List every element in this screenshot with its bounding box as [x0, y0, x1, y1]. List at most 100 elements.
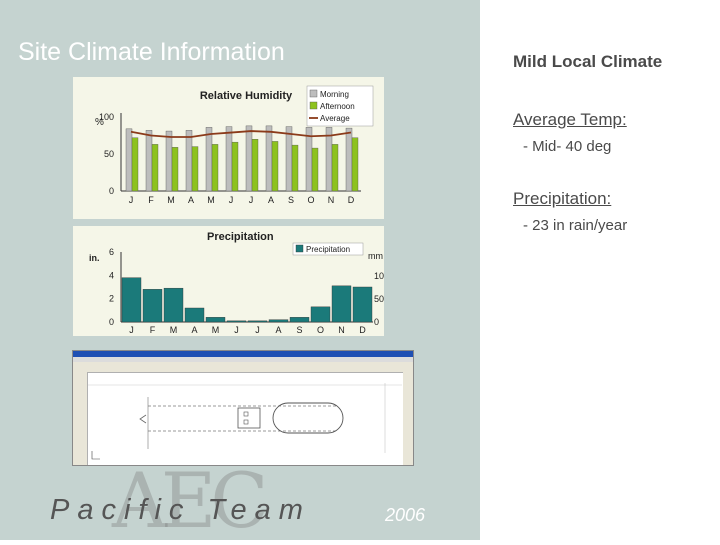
humidity-y-tick-label: 50 [104, 149, 114, 159]
precipitation-legend-frame [292, 242, 364, 256]
humidity-bar-morning [165, 130, 173, 192]
humidity-bar-afternoon [291, 144, 299, 192]
precipitation-legend: Precipitation [292, 242, 364, 256]
precipitation-x-tick-label: M [212, 325, 220, 335]
precipitation-y2-axis-label: mm [368, 251, 383, 261]
precipitation-value: - 23 in rain/year [523, 217, 628, 234]
cad-right-toolbar [403, 372, 413, 465]
humidity-bar-afternoon [351, 137, 359, 192]
humidity-bar-afternoon [251, 139, 259, 192]
right-panel [480, 0, 720, 540]
precipitation-bar [331, 285, 352, 323]
cad-menubar [73, 357, 413, 362]
precipitation-x-tick-label: J [234, 325, 239, 335]
precipitation-bar [226, 320, 247, 323]
humidity-x-tick-label: N [328, 195, 335, 205]
precipitation-x-tick-label: A [275, 325, 281, 335]
humidity-x-tick-label: J [229, 195, 234, 205]
precipitation-y-tick-label: 0 [109, 317, 114, 327]
humidity-bar-morning [145, 130, 153, 192]
humidity-bar-morning [345, 127, 353, 192]
precipitation-x-tick-label: N [338, 325, 345, 335]
humidity-x-tick-label: J [129, 195, 134, 205]
precipitation-x-tick-label: J [255, 325, 260, 335]
team-name: Pacific Team [50, 494, 311, 526]
humidity-chart-panel: Relative Humidity % Morning Afternoon Aver… [73, 77, 384, 219]
humidity-bar-afternoon [211, 144, 219, 192]
precipitation-x-tick-label: A [191, 325, 197, 335]
precipitation-y2-tick-label: 100 [374, 271, 384, 281]
precipitation-legend-label: Precipitation [306, 245, 350, 254]
precipitation-x-tick-label: S [296, 325, 302, 335]
precipitation-chart-panel: Precipitation in. mm Precipitation 0 2 4 6 0… [73, 226, 384, 336]
humidity-y-tick-label: 100 [99, 112, 114, 122]
climate-heading: Mild Local Climate [513, 52, 663, 71]
precipitation-bar [163, 287, 184, 323]
humidity-legend-frame [306, 85, 374, 127]
precipitation-chart-title: Precipitation [207, 231, 274, 243]
humidity-bar-afternoon [131, 137, 139, 192]
humidity-legend-label: Average [320, 114, 350, 123]
humidity-x-tick-label: F [148, 195, 154, 205]
humidity-bar-afternoon [331, 144, 339, 192]
humidity-x-tick-label: J [249, 195, 254, 205]
precipitation-label: Precipitation: [513, 189, 612, 208]
average-temp-value: - Mid- 40 deg [523, 138, 612, 155]
precipitation-bar [121, 277, 142, 323]
precipitation-bar [184, 307, 205, 323]
cad-drawing-canvas [88, 373, 402, 461]
precipitation-bar [205, 317, 226, 323]
humidity-legend-label: Morning [320, 90, 349, 99]
humidity-x-tick-label: O [307, 195, 314, 205]
humidity-bar-morning [205, 127, 213, 192]
precipitation-bar [352, 286, 373, 323]
precipitation-x-tick-label: F [150, 325, 156, 335]
precipitation-y2-tick-label: 0 [374, 317, 379, 327]
cad-screenshot [72, 350, 414, 466]
precipitation-x-tick-label: O [317, 325, 324, 335]
humidity-x-tick-label: A [188, 195, 194, 205]
precipitation-y-axis-label: in. [89, 253, 100, 263]
precipitation-y-tick-label: 2 [109, 294, 114, 304]
humidity-bar-afternoon [271, 141, 279, 192]
precipitation-bar [142, 289, 163, 323]
humidity-x-tick-label: A [268, 195, 274, 205]
humidity-legend: Morning Afternoon Average [306, 85, 374, 127]
cad-left-toolbar [73, 372, 88, 465]
humidity-bar-morning [265, 125, 273, 192]
humidity-bar-afternoon [191, 146, 199, 192]
humidity-legend-swatch [309, 101, 318, 110]
humidity-x-tick-label: M [167, 195, 175, 205]
average-temp-label: Average Temp: [513, 110, 627, 129]
humidity-x-tick-label: M [207, 195, 215, 205]
precipitation-y2-tick-label: 50 [374, 294, 384, 304]
humidity-chart-title: Relative Humidity [200, 90, 293, 102]
humidity-y-axis-label: % [95, 117, 104, 128]
humidity-bar-afternoon [231, 141, 239, 192]
humidity-bar-morning [245, 125, 253, 192]
precipitation-bar [289, 317, 310, 323]
precipitation-y-tick-label: 6 [109, 247, 114, 257]
humidity-bar-afternoon [171, 147, 179, 192]
humidity-average-line [130, 130, 352, 138]
humidity-bar-morning [285, 126, 293, 192]
humidity-y-tick-label: 0 [109, 186, 114, 196]
humidity-legend-swatch [309, 89, 318, 98]
humidity-chart: Relative Humidity % Morning Afternoon Aver… [95, 85, 374, 205]
precipitation-x-tick-label: D [359, 325, 366, 335]
humidity-x-tick-label: D [348, 195, 355, 205]
humidity-legend-label: Afternoon [320, 102, 355, 111]
precipitation-legend-swatch [295, 244, 304, 253]
humidity-bar-morning [225, 126, 233, 192]
precipitation-x-tick-label: J [129, 325, 134, 335]
humidity-bar-morning [325, 127, 333, 192]
precipitation-x-tick-label: M [170, 325, 178, 335]
precipitation-bar [247, 320, 268, 323]
precipitation-y-tick-label: 4 [109, 270, 114, 280]
precipitation-bar [268, 319, 289, 323]
humidity-bar-morning [185, 130, 193, 192]
humidity-bar-afternoon [151, 144, 159, 192]
humidity-bar-afternoon [311, 147, 319, 192]
footer-year: 2006 [385, 505, 426, 525]
cad-toolbar [73, 362, 413, 373]
